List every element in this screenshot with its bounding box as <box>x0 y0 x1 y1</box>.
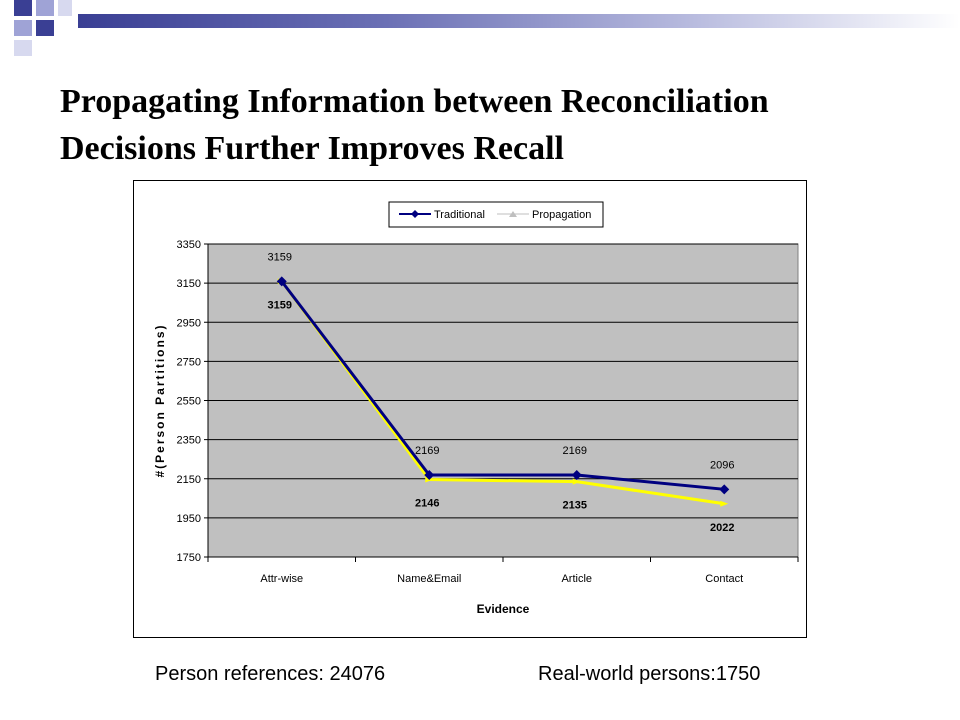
y-axis-title: #(Person Partitions) <box>153 323 167 477</box>
person-references-text: Person references: 24076 <box>155 663 386 685</box>
data-label-propagation: 2022 <box>710 522 734 534</box>
x-tick-label: Article <box>561 573 592 585</box>
legend-label-traditional: Traditional <box>434 209 485 221</box>
chart-area: 1750 1950 2150 2350 2550 2750 2950 3150 3350 Attr… <box>133 180 807 638</box>
y-tick-label: 1950 <box>177 513 201 525</box>
data-label-traditional: 2096 <box>710 459 734 471</box>
real-world-persons-text: Real-world persons:1750 <box>538 663 761 685</box>
propagation-marker <box>572 478 581 485</box>
page-title: Propagating Information between Reconcil… <box>60 78 940 172</box>
y-tick-label: 3350 <box>177 239 201 251</box>
legend-label-propagation: Propagation <box>532 209 591 221</box>
y-tick-label: 2950 <box>177 317 201 329</box>
traditional-marker <box>719 484 730 495</box>
y-tick-label: 3150 <box>177 278 201 290</box>
y-tick-label: 2750 <box>177 356 201 368</box>
title-line-1: Propagating Information between Reconcil… <box>60 83 769 120</box>
data-label-propagation: 3159 <box>268 299 292 311</box>
data-label-traditional: 3159 <box>268 251 292 263</box>
data-label-propagation: 2135 <box>563 500 587 512</box>
corner-squares-logo <box>14 0 72 56</box>
y-tick-label: 1750 <box>177 552 201 564</box>
data-label-propagation: 2146 <box>415 498 439 510</box>
y-tick-label: 2150 <box>177 474 201 486</box>
legend-marker-traditional <box>411 210 419 218</box>
line-chart: 1750 1950 2150 2350 2550 2750 2950 3150 3350 Attr… <box>153 201 799 616</box>
series-line-traditional <box>280 280 725 491</box>
x-tick-label: Name&Email <box>397 573 461 585</box>
traditional-marker <box>424 470 435 481</box>
x-axis-title: Evidence <box>477 602 530 616</box>
propagation-marker <box>720 500 729 507</box>
y-tick-label: 2350 <box>177 435 201 447</box>
y-tick-label: 2550 <box>177 396 201 408</box>
legend-marker-propagation <box>509 211 517 217</box>
x-tick-label: Contact <box>705 573 743 585</box>
data-label-traditional: 2169 <box>415 445 439 457</box>
data-label-traditional: 2169 <box>563 445 587 457</box>
traditional-marker <box>276 276 287 287</box>
x-tick-label: Attr-wise <box>260 573 303 585</box>
header-bar <box>78 14 960 28</box>
title-line-2: Decisions Further Improves Recall <box>60 130 564 167</box>
traditional-marker <box>571 470 582 481</box>
